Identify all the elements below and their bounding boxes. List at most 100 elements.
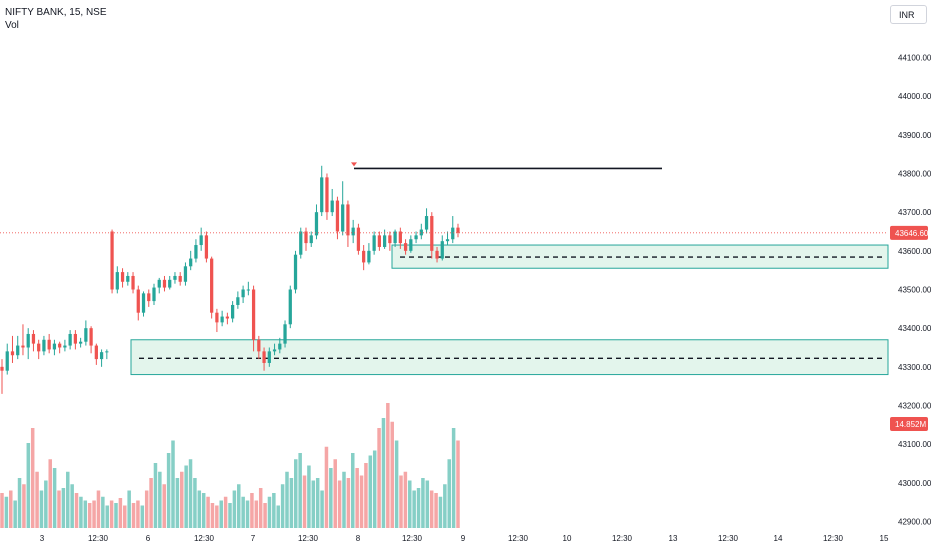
volume-bar bbox=[364, 463, 368, 528]
candle-body bbox=[110, 231, 114, 290]
volume-bar bbox=[193, 478, 197, 528]
volume-bar bbox=[399, 475, 403, 528]
volume-bar bbox=[9, 490, 13, 528]
volume-bar bbox=[171, 440, 175, 528]
candle-body bbox=[241, 289, 245, 298]
volume-bar bbox=[425, 480, 430, 528]
candle-body bbox=[272, 349, 277, 352]
price-tick-label: 43300.00 bbox=[898, 363, 932, 372]
volume-bar bbox=[346, 478, 351, 528]
volume-bar bbox=[329, 468, 333, 528]
volume-bar bbox=[254, 500, 259, 528]
candle-body bbox=[403, 243, 408, 251]
candle-body bbox=[63, 345, 67, 348]
candlesticks bbox=[0, 165, 460, 394]
candle-body bbox=[341, 204, 345, 232]
volume-bar bbox=[333, 459, 337, 528]
candle-body bbox=[168, 279, 172, 288]
candle-body bbox=[152, 287, 156, 302]
candle-body bbox=[16, 345, 20, 356]
volume-bar bbox=[311, 480, 316, 528]
volume-bar bbox=[52, 468, 57, 528]
candle-body bbox=[251, 289, 256, 340]
candle-body bbox=[351, 227, 355, 236]
candle-body bbox=[0, 366, 4, 371]
price-tick-label: 43800.00 bbox=[898, 170, 932, 179]
candle-body bbox=[194, 245, 198, 259]
volume-bar bbox=[153, 463, 158, 528]
candle-body bbox=[456, 227, 460, 233]
candle-body bbox=[330, 200, 334, 213]
price-axis: 44100.00 44000.00 43900.00 43800.00 43700.00… bbox=[890, 54, 932, 527]
price-tick-label: 43100.00 bbox=[898, 440, 932, 449]
time-tick-label: 12:30 bbox=[612, 534, 633, 543]
volume-bar bbox=[140, 505, 145, 528]
volume-bar bbox=[215, 505, 219, 528]
volume-bar bbox=[30, 428, 35, 528]
volume-bar bbox=[289, 478, 294, 528]
volume-bar bbox=[403, 471, 408, 528]
volume-bar bbox=[57, 490, 61, 528]
volume-bar bbox=[298, 453, 302, 528]
volume-bar bbox=[324, 446, 329, 528]
volume-bar bbox=[66, 471, 70, 528]
candle-body bbox=[325, 177, 329, 213]
price-tick-label: 43900.00 bbox=[898, 131, 932, 140]
volume-bar bbox=[421, 478, 425, 528]
price-tick-label: 43700.00 bbox=[898, 208, 932, 217]
candle-body bbox=[47, 339, 51, 350]
volume-bar bbox=[83, 500, 88, 528]
candle-body bbox=[304, 231, 308, 244]
candle-body bbox=[126, 275, 130, 282]
volume-bar bbox=[228, 503, 232, 528]
candle-body bbox=[42, 339, 46, 352]
candle-body bbox=[136, 289, 140, 313]
candle-body bbox=[157, 279, 161, 288]
currency-button[interactable]: INR bbox=[890, 5, 927, 24]
candle-body bbox=[58, 343, 62, 348]
volume-bar bbox=[351, 453, 355, 528]
candle-body bbox=[78, 341, 83, 344]
high-marker bbox=[351, 162, 357, 167]
candle-body bbox=[398, 231, 402, 244]
volume-bar bbox=[451, 428, 456, 528]
volume-bar bbox=[447, 459, 451, 528]
volume-bar bbox=[381, 418, 386, 528]
volume-bar bbox=[285, 471, 289, 528]
time-tick-label: 12:30 bbox=[718, 534, 739, 543]
time-tick-label: 10 bbox=[563, 534, 572, 543]
time-tick-label: 12:30 bbox=[508, 534, 529, 543]
price-tick-label: 43400.00 bbox=[898, 324, 932, 333]
candle-body bbox=[115, 272, 119, 290]
volume-bars bbox=[0, 403, 460, 528]
volume-bar bbox=[237, 484, 241, 528]
time-tick-label: 14 bbox=[774, 534, 783, 543]
volume-bar bbox=[245, 500, 250, 528]
volume-bar bbox=[87, 503, 92, 528]
volume-bar bbox=[96, 490, 101, 528]
candle-body bbox=[382, 235, 387, 247]
volume-bar bbox=[267, 496, 272, 528]
volume-bar bbox=[223, 496, 228, 528]
volume-bar bbox=[74, 493, 79, 528]
candle-body bbox=[147, 293, 151, 302]
candle-body bbox=[440, 241, 444, 259]
volume-bar bbox=[294, 459, 298, 528]
volume-bar bbox=[232, 490, 237, 528]
volume-bar bbox=[438, 496, 443, 528]
volume-bar bbox=[272, 493, 276, 528]
price-tick-label: 42900.00 bbox=[898, 518, 932, 527]
candle-body bbox=[424, 216, 429, 230]
volume-bar bbox=[158, 471, 162, 528]
volume-bar bbox=[70, 484, 74, 528]
time-tick-label: 9 bbox=[461, 534, 466, 543]
demand-zone-2 bbox=[391, 244, 889, 269]
last-volume-badge bbox=[890, 417, 928, 431]
candle-body bbox=[199, 235, 203, 246]
volume-bar bbox=[109, 500, 114, 528]
volume-bar bbox=[210, 503, 215, 528]
volume-bar bbox=[118, 498, 123, 528]
candle-body bbox=[178, 275, 182, 282]
price-tick-label: 43200.00 bbox=[898, 402, 932, 411]
